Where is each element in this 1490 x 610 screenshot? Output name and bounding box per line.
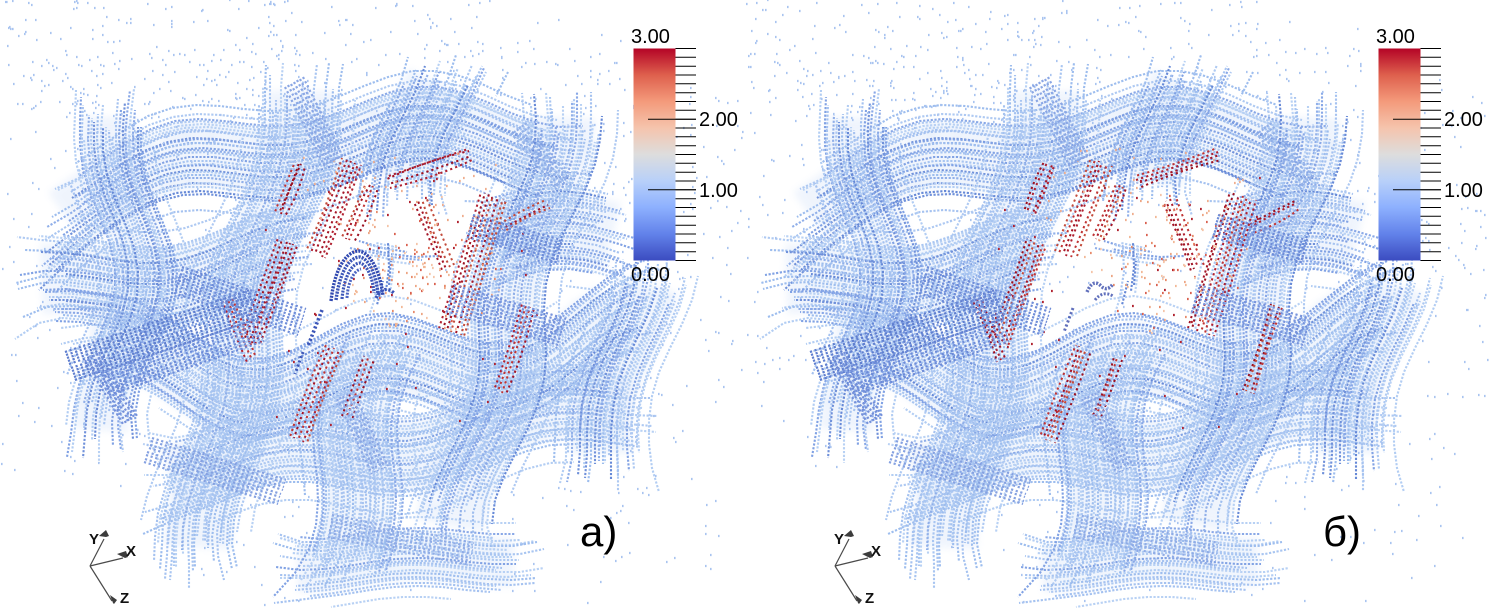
svg-text:X: X xyxy=(871,543,881,560)
svg-text:Y: Y xyxy=(834,531,844,548)
svg-text:Z: Z xyxy=(120,590,129,607)
svg-text:X: X xyxy=(126,543,136,560)
svg-text:Z: Z xyxy=(865,590,874,607)
svg-text:2.00: 2.00 xyxy=(1444,109,1483,131)
svg-text:а): а) xyxy=(580,508,617,555)
svg-text:б): б) xyxy=(1323,508,1361,555)
svg-text:3.00: 3.00 xyxy=(631,26,670,48)
svg-text:0.00: 0.00 xyxy=(631,264,670,286)
svg-text:1.00: 1.00 xyxy=(699,180,738,202)
svg-text:3.00: 3.00 xyxy=(1376,26,1415,48)
svg-text:2.00: 2.00 xyxy=(699,109,738,131)
svg-text:0.00: 0.00 xyxy=(1376,264,1415,286)
svg-text:Y: Y xyxy=(89,531,99,548)
svg-text:1.00: 1.00 xyxy=(1444,180,1483,202)
